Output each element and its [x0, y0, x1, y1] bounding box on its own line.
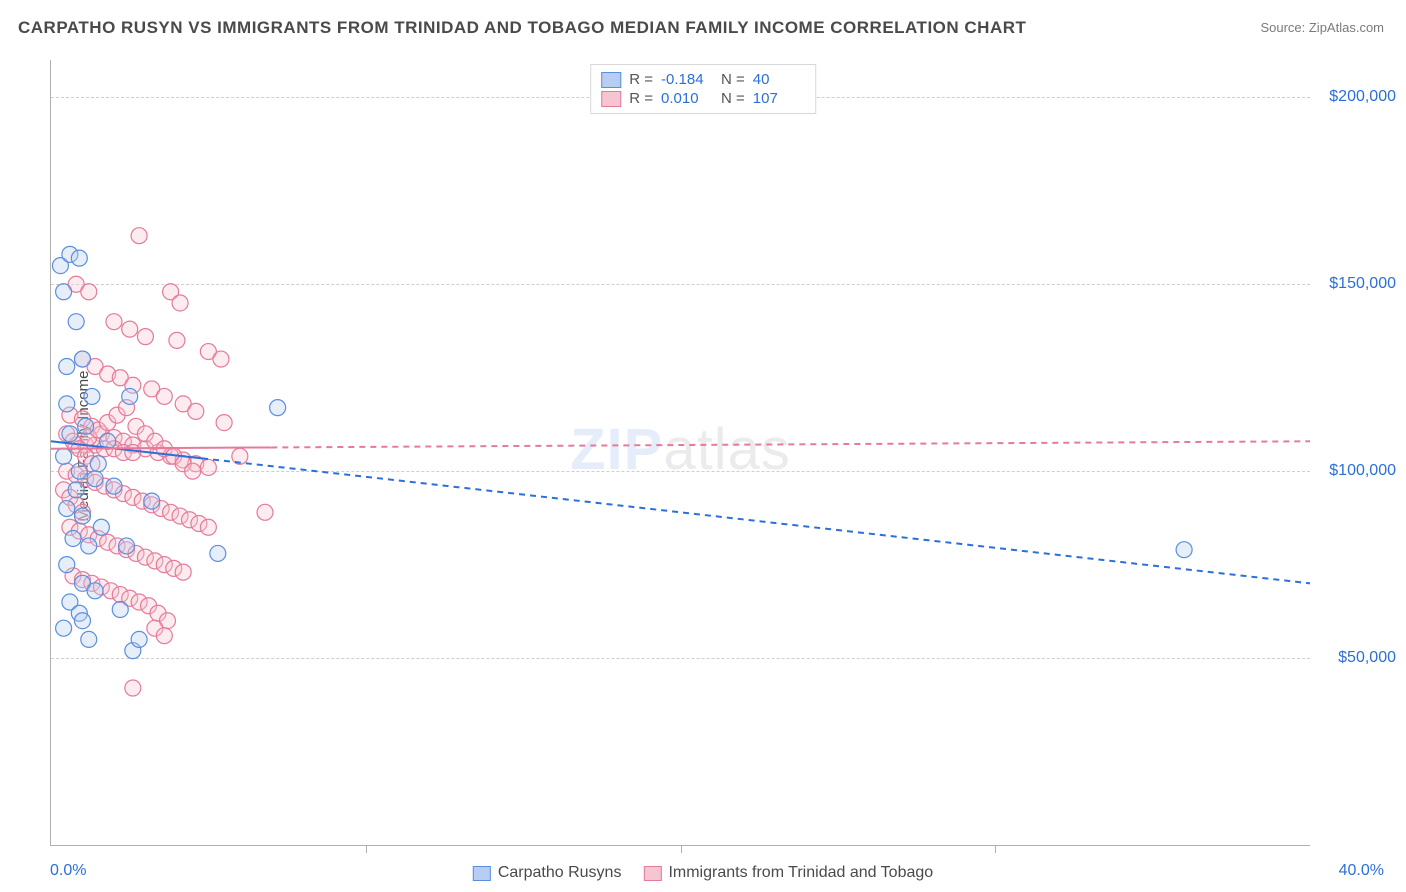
data-point [84, 388, 100, 404]
data-point [87, 583, 103, 599]
data-point [119, 538, 135, 554]
data-point [125, 680, 141, 696]
x-axis-min-label: 0.0% [50, 862, 86, 880]
legend-swatch-b [601, 91, 621, 107]
legend-row-a: R = -0.184 N = 40 [601, 71, 805, 88]
data-point [125, 445, 141, 461]
source-attribution: Source: ZipAtlas.com [1260, 20, 1384, 35]
data-point [62, 426, 78, 442]
r-value-a: -0.184 [661, 71, 713, 88]
data-point [188, 403, 204, 419]
data-point [175, 564, 191, 580]
legend-row-b: R = 0.010 N = 107 [601, 90, 805, 107]
data-point [56, 620, 72, 636]
data-point [122, 388, 138, 404]
data-point [122, 321, 138, 337]
data-point [78, 418, 94, 434]
data-point [71, 463, 87, 479]
legend-bottom-label-b: Immigrants from Trinidad and Tobago [668, 864, 933, 882]
trend-line-dashed [271, 441, 1310, 447]
trend-line-solid [51, 447, 271, 448]
data-point [156, 628, 172, 644]
x-axis-max-label: 40.0% [1339, 862, 1384, 880]
data-point [56, 448, 72, 464]
data-point [68, 314, 84, 330]
series-legend: Carpatho Rusyns Immigrants from Trinidad… [473, 864, 933, 882]
legend-bottom-swatch-a [473, 866, 491, 881]
r-label: R = [629, 90, 653, 107]
data-point [74, 351, 90, 367]
n-label: N = [721, 71, 745, 88]
data-point [156, 388, 172, 404]
legend-swatch-a [601, 72, 621, 88]
data-point [106, 478, 122, 494]
data-point [90, 456, 106, 472]
y-tick-label: $150,000 [1329, 275, 1396, 293]
x-tick [366, 845, 367, 853]
r-value-b: 0.010 [661, 90, 713, 107]
trend-line-dashed [202, 458, 1310, 583]
data-point [59, 359, 75, 375]
y-tick-label: $100,000 [1329, 462, 1396, 480]
data-point [131, 631, 147, 647]
data-point [68, 482, 84, 498]
correlation-legend: R = -0.184 N = 40 R = 0.010 N = 107 [590, 64, 816, 114]
data-point [1176, 542, 1192, 558]
y-tick-label: $200,000 [1329, 88, 1396, 106]
data-point [257, 504, 273, 520]
data-point [87, 471, 103, 487]
data-point [81, 284, 97, 300]
data-point [59, 557, 75, 573]
legend-item-a: Carpatho Rusyns [473, 864, 622, 882]
data-point [131, 228, 147, 244]
data-point [71, 250, 87, 266]
x-tick [681, 845, 682, 853]
data-point [112, 602, 128, 618]
data-point [59, 396, 75, 412]
plot-area: ZIPatlas $50,000$100,000$150,000$200,000 [50, 60, 1310, 846]
data-point [200, 519, 216, 535]
data-point [185, 463, 201, 479]
data-point [74, 613, 90, 629]
data-point [216, 415, 232, 431]
data-point [137, 329, 153, 345]
n-label: N = [721, 90, 745, 107]
data-point [93, 519, 109, 535]
legend-item-b: Immigrants from Trinidad and Tobago [643, 864, 933, 882]
r-label: R = [629, 71, 653, 88]
data-point [213, 351, 229, 367]
data-point [81, 631, 97, 647]
x-tick [995, 845, 996, 853]
data-point [65, 530, 81, 546]
data-point [81, 538, 97, 554]
n-value-a: 40 [753, 71, 805, 88]
legend-bottom-label-a: Carpatho Rusyns [498, 864, 622, 882]
scatter-svg [51, 60, 1310, 845]
n-value-b: 107 [753, 90, 805, 107]
data-point [210, 545, 226, 561]
data-point [56, 284, 72, 300]
data-point [270, 400, 286, 416]
data-point [59, 501, 75, 517]
data-point [200, 459, 216, 475]
data-point [106, 314, 122, 330]
legend-bottom-swatch-b [643, 866, 661, 881]
data-point [144, 493, 160, 509]
data-point [169, 332, 185, 348]
data-point [74, 508, 90, 524]
data-point [172, 295, 188, 311]
y-tick-label: $50,000 [1338, 649, 1396, 667]
chart-title: CARPATHO RUSYN VS IMMIGRANTS FROM TRINID… [18, 18, 1026, 38]
